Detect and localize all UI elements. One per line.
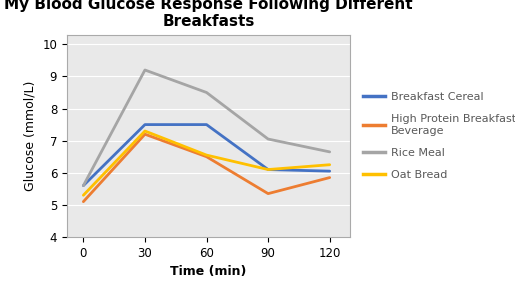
Y-axis label: Glucose (mmol/L): Glucose (mmol/L) — [24, 81, 37, 191]
Breakfast Cereal — [265, 168, 271, 171]
Oat Bread — [327, 163, 333, 166]
Breakfast Cereal — [327, 169, 333, 173]
High Protein Breakfast
Beverage — [327, 176, 333, 179]
Breakfast Cereal — [203, 123, 210, 126]
X-axis label: Time (min): Time (min) — [170, 265, 247, 278]
Rice Meal — [265, 137, 271, 141]
High Protein Breakfast
Beverage — [142, 132, 148, 136]
Breakfast Cereal — [80, 184, 87, 187]
Oat Bread — [203, 153, 210, 157]
Rice Meal — [142, 68, 148, 72]
Oat Bread — [80, 194, 87, 197]
Breakfast Cereal — [142, 123, 148, 126]
Rice Meal — [80, 184, 87, 187]
Legend: Breakfast Cereal, High Protein Breakfast
Beverage, Rice Meal, Oat Bread: Breakfast Cereal, High Protein Breakfast… — [358, 87, 515, 184]
Line: Breakfast Cereal: Breakfast Cereal — [83, 125, 330, 186]
Oat Bread — [265, 168, 271, 171]
Title: My Blood Glucose Response Following Different
Breakfasts: My Blood Glucose Response Following Diff… — [4, 0, 413, 29]
Line: Rice Meal: Rice Meal — [83, 70, 330, 186]
Rice Meal — [203, 91, 210, 94]
High Protein Breakfast
Beverage — [265, 192, 271, 195]
Oat Bread — [142, 129, 148, 133]
High Protein Breakfast
Beverage — [80, 200, 87, 203]
Line: High Protein Breakfast
Beverage: High Protein Breakfast Beverage — [83, 134, 330, 202]
Rice Meal — [327, 150, 333, 154]
Line: Oat Bread: Oat Bread — [83, 131, 330, 195]
High Protein Breakfast
Beverage — [203, 155, 210, 158]
